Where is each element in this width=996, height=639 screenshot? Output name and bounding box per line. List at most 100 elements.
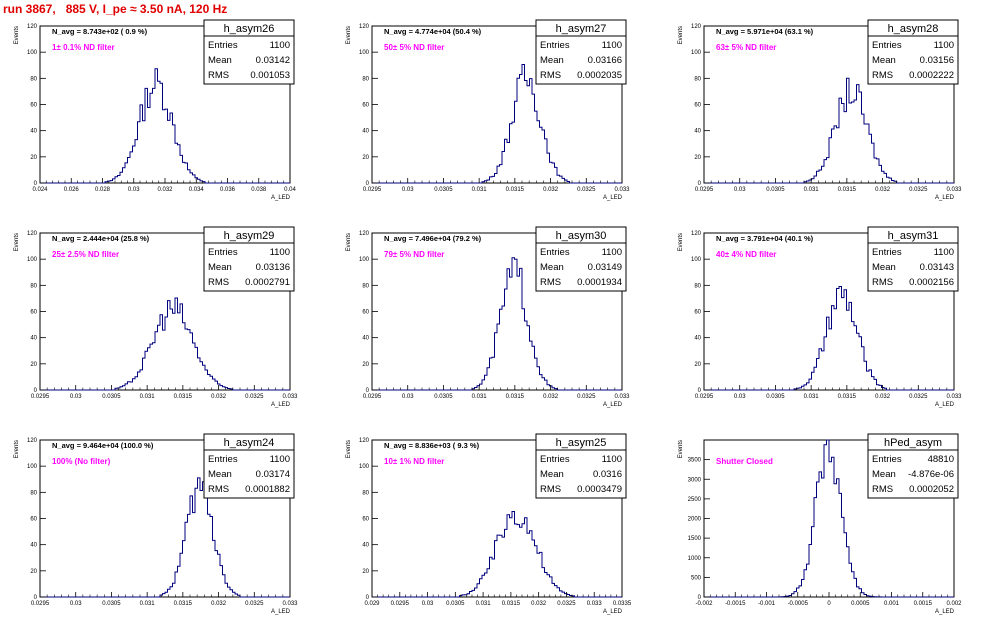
stats-box bbox=[535, 19, 627, 85]
x-tick-label: 0.036 bbox=[220, 187, 236, 193]
x-tick-label: 0.03 bbox=[422, 601, 434, 607]
x-axis-label: A_LED bbox=[935, 402, 955, 408]
stats-label: Entries bbox=[208, 454, 238, 465]
x-tick-label: 0.033 bbox=[282, 394, 298, 400]
stats-value: 0.03166 bbox=[588, 55, 622, 66]
x-tick-label: 0.0315 bbox=[502, 601, 521, 607]
stats-value: 0.03156 bbox=[920, 55, 954, 66]
stats-label: Entries bbox=[540, 454, 570, 465]
histogram-panel-h_asym29: 0.0295 0.03 0.0305 0.031 0.0315 0.032 0.0325 0.… bbox=[14, 226, 298, 408]
histogram-panel-h_asym24: 0.0295 0.03 0.0305 0.031 0.0315 0.032 0.0325 0.… bbox=[14, 433, 298, 615]
x-tick-label: -0.001 bbox=[758, 601, 776, 607]
x-tick-label: 0.03 bbox=[128, 187, 140, 193]
y-tick-label: 40 bbox=[362, 543, 369, 549]
x-tick-label: 0.0305 bbox=[434, 187, 453, 193]
x-tick-label: 0.03 bbox=[70, 601, 82, 607]
y-tick-label: 0 bbox=[698, 181, 702, 187]
y-axis-label: Events bbox=[346, 440, 352, 458]
x-tick-label: 0.0005 bbox=[851, 601, 870, 607]
x-tick-label: 0.03 bbox=[402, 187, 414, 193]
y-axis-label: Events bbox=[678, 440, 684, 458]
y-tick-label: 1500 bbox=[688, 536, 702, 542]
y-tick-label: 20 bbox=[30, 155, 37, 161]
histogram-line bbox=[372, 257, 622, 391]
y-tick-label: 60 bbox=[30, 103, 37, 109]
x-tick-label: 0.04 bbox=[284, 187, 296, 193]
x-tick-label: 0.03 bbox=[734, 187, 746, 193]
x-tick-label: 0.0315 bbox=[506, 187, 525, 193]
stats-value: 1100 bbox=[270, 454, 290, 465]
filter-annotation: 79± 5% ND filter bbox=[384, 250, 444, 259]
x-tick-label: 0.0315 bbox=[838, 187, 857, 193]
x-tick-label: 0.0295 bbox=[363, 187, 382, 193]
stats-value: 0.0003479 bbox=[577, 484, 622, 495]
histogram-panel-h_asym30: 0.0295 0.03 0.0305 0.031 0.0315 0.032 0.0325 0.… bbox=[346, 226, 630, 408]
y-tick-label: 80 bbox=[362, 76, 369, 82]
stats-label: RMS bbox=[208, 277, 229, 288]
stats-value: 1100 bbox=[602, 454, 622, 465]
stats-label: Mean bbox=[540, 55, 564, 66]
stats-label: Mean bbox=[540, 262, 564, 273]
y-tick-label: 80 bbox=[694, 76, 701, 82]
navg-label: N_avg = 5.971e+04 (63.1 %) bbox=[716, 27, 814, 36]
y-tick-label: 20 bbox=[694, 155, 701, 161]
histogram-name: h_asym29 bbox=[224, 230, 275, 242]
x-tick-label: 0.0325 bbox=[577, 187, 596, 193]
y-tick-label: 80 bbox=[694, 283, 701, 289]
histogram-name: hPed_asym bbox=[884, 437, 942, 449]
stats-value: 0.0002156 bbox=[909, 277, 954, 288]
y-tick-label: 40 bbox=[362, 129, 369, 135]
x-tick-label: -0.002 bbox=[695, 601, 713, 607]
x-tick-label: 0.031 bbox=[804, 394, 820, 400]
x-tick-label: 0.0325 bbox=[245, 394, 264, 400]
y-tick-label: 0 bbox=[34, 181, 38, 187]
y-tick-label: 20 bbox=[362, 362, 369, 368]
x-tick-label: 0.031 bbox=[140, 601, 156, 607]
x-tick-label: 0.026 bbox=[64, 187, 80, 193]
x-tick-label: 0.033 bbox=[614, 187, 630, 193]
y-tick-label: 100 bbox=[27, 464, 38, 470]
stats-label: Entries bbox=[208, 40, 238, 51]
y-tick-label: 40 bbox=[30, 543, 37, 549]
y-tick-label: 60 bbox=[694, 103, 701, 109]
stats-value: 1100 bbox=[270, 40, 290, 51]
x-tick-label: 0.0295 bbox=[31, 601, 50, 607]
x-tick-label: 0.0315 bbox=[506, 394, 525, 400]
y-tick-label: 2500 bbox=[688, 497, 702, 503]
x-tick-label: 0.0315 bbox=[174, 394, 193, 400]
y-axis-label: Events bbox=[346, 233, 352, 251]
y-tick-label: 20 bbox=[694, 362, 701, 368]
stats-label: Mean bbox=[208, 469, 232, 480]
x-tick-label: 0.0325 bbox=[909, 187, 928, 193]
histogram-line bbox=[704, 286, 954, 391]
y-tick-label: 80 bbox=[30, 283, 37, 289]
navg-label: N_avg = 8.836e+03 ( 9.3 %) bbox=[384, 441, 480, 450]
x-tick-label: -0.0005 bbox=[788, 601, 809, 607]
y-axis-label: Events bbox=[678, 233, 684, 251]
stats-value: 0.03174 bbox=[256, 469, 290, 480]
x-axis-label: A_LED bbox=[271, 402, 291, 408]
stats-value: 1100 bbox=[934, 247, 954, 258]
stats-label: RMS bbox=[872, 70, 893, 81]
stats-value: 1100 bbox=[270, 247, 290, 258]
x-tick-label: 0.031 bbox=[476, 601, 492, 607]
x-tick-label: 0.0305 bbox=[766, 394, 785, 400]
stats-box bbox=[867, 226, 959, 292]
stats-label: RMS bbox=[540, 70, 561, 81]
stats-label: Mean bbox=[208, 55, 232, 66]
histogram-name: h_asym26 bbox=[224, 23, 275, 35]
y-tick-label: 40 bbox=[30, 129, 37, 135]
filter-annotation: 63± 5% ND filter bbox=[716, 43, 776, 52]
stats-box bbox=[535, 433, 627, 499]
stats-box bbox=[203, 226, 295, 292]
histogram-name: h_asym27 bbox=[556, 23, 607, 35]
y-tick-label: 40 bbox=[362, 336, 369, 342]
y-tick-label: 120 bbox=[691, 24, 702, 30]
stats-box bbox=[867, 19, 959, 85]
y-tick-label: 0 bbox=[366, 181, 370, 187]
stats-value: 0.0316 bbox=[593, 469, 622, 480]
y-tick-label: 80 bbox=[362, 490, 369, 496]
stats-value: 0.001053 bbox=[250, 70, 290, 81]
stats-label: Mean bbox=[208, 262, 232, 273]
x-tick-label: 0.029 bbox=[364, 601, 380, 607]
